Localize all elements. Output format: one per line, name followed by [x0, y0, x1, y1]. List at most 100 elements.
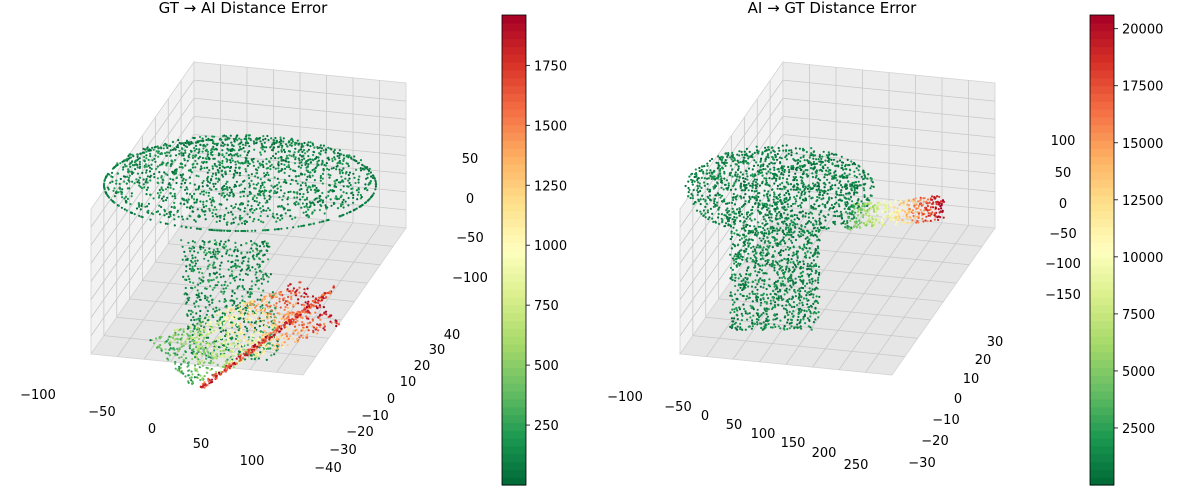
scatter-point	[257, 317, 260, 320]
scatter-point	[301, 321, 304, 324]
scatter-point	[184, 278, 187, 281]
scatter-point	[743, 150, 746, 153]
scatter-point	[265, 274, 268, 277]
scatter-point	[224, 334, 227, 338]
scatter-point	[201, 280, 204, 283]
scatter-point	[227, 338, 230, 341]
scatter-point	[778, 149, 781, 152]
scatter-point	[277, 228, 280, 231]
scatter-point	[189, 182, 192, 185]
scatter-point	[357, 181, 360, 184]
scatter-point	[195, 348, 198, 351]
scatter-point	[226, 198, 229, 201]
scatter-point	[176, 349, 180, 353]
scatter-point	[138, 205, 141, 208]
scatter-point	[171, 178, 175, 181]
scatter-point	[297, 174, 300, 178]
scatter-point	[242, 347, 245, 350]
scatter-point	[698, 166, 701, 170]
scatter-point	[201, 272, 204, 275]
scatter-point	[309, 188, 313, 191]
scatter-point	[236, 152, 239, 155]
scatter-point	[217, 345, 220, 349]
scatter-point	[207, 354, 210, 357]
scatter-point	[311, 184, 314, 187]
scatter-point	[147, 149, 151, 152]
scatter-point	[781, 144, 784, 147]
scatter-point	[803, 159, 806, 162]
scatter-point	[234, 203, 237, 206]
scatter-point	[205, 299, 209, 302]
scatter-point	[288, 290, 291, 293]
scatter-point	[325, 205, 328, 209]
scatter-point	[199, 374, 202, 377]
scatter-point	[197, 294, 200, 297]
scatter-point	[339, 215, 342, 218]
scatter-point	[180, 370, 183, 374]
scatter-point	[215, 147, 218, 150]
scatter-point	[261, 320, 265, 323]
scatter-point	[247, 321, 250, 324]
scatter-point	[219, 240, 223, 243]
scatter-point	[174, 333, 177, 337]
grid-line	[90, 170, 195, 318]
grid-line	[838, 222, 943, 370]
scatter-point	[713, 198, 716, 201]
scatter-point	[278, 321, 281, 324]
scatter-point	[265, 249, 268, 252]
scatter-point	[764, 146, 767, 149]
scatter-point	[374, 179, 377, 182]
scatter-point	[173, 201, 176, 204]
scatter-point	[339, 161, 342, 164]
scatter-point	[148, 175, 152, 178]
scatter-point	[833, 210, 836, 213]
scatter-point	[250, 288, 253, 291]
scatter-point	[242, 278, 245, 282]
scatter-point	[142, 178, 145, 181]
scatter-point	[149, 179, 152, 182]
scatter-point	[220, 144, 223, 147]
scatter-point	[784, 156, 787, 159]
scatter-point	[742, 226, 746, 229]
scatter-point	[832, 214, 835, 217]
scatter-point	[241, 299, 244, 302]
scatter-point	[209, 198, 212, 201]
scatter-point	[264, 333, 267, 336]
scatter-point	[226, 345, 229, 348]
scatter-point	[231, 306, 234, 309]
scatter-point	[718, 172, 721, 175]
scatter-point	[234, 317, 238, 320]
scatter-point	[731, 207, 734, 210]
scatter-point	[184, 255, 187, 258]
scatter-point	[335, 168, 338, 171]
scatter-point	[228, 254, 231, 257]
scatter-point	[321, 199, 325, 202]
scatter-point	[265, 358, 268, 361]
scatter-point	[283, 326, 286, 329]
scatter-point	[255, 304, 258, 307]
scatter-point	[182, 372, 185, 375]
scatter-point	[239, 195, 242, 198]
scatter-point	[220, 330, 223, 333]
scatter-point	[113, 195, 116, 198]
scatter-point	[205, 204, 208, 208]
scatter-point	[816, 189, 819, 192]
scatter-point	[292, 304, 295, 307]
scatter-point	[208, 272, 211, 276]
scatter-point	[142, 183, 145, 186]
scatter-point	[250, 357, 253, 361]
scatter-point	[196, 208, 199, 211]
scatter-point	[773, 191, 776, 194]
scatter-point	[176, 337, 179, 340]
scatter-point	[157, 196, 160, 199]
scatter-point	[774, 154, 777, 157]
scatter-point	[248, 190, 251, 194]
scatter-point	[196, 267, 199, 270]
scatter-point	[201, 320, 204, 323]
scatter-point	[258, 343, 261, 346]
scatter-point	[187, 374, 190, 377]
scatter-point	[322, 144, 325, 147]
scatter-point	[263, 330, 266, 333]
scatter-point	[216, 257, 219, 260]
scatter-point	[202, 350, 205, 353]
